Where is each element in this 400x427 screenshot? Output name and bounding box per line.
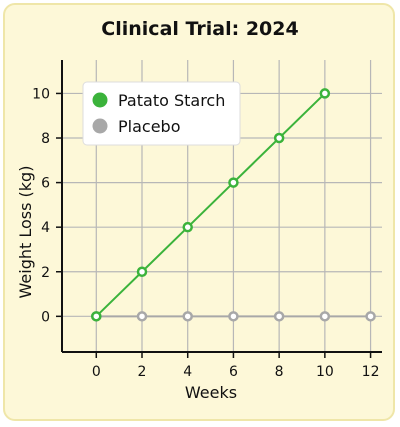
legend-marker: [92, 92, 108, 108]
x-tick-label: 4: [183, 364, 192, 380]
legend-box: [82, 81, 241, 146]
x-tick-label: 6: [229, 364, 238, 380]
data-point: [273, 132, 285, 144]
legend: Patato Starch Placebo: [82, 81, 241, 146]
series-group: [91, 88, 376, 322]
legend-label: Patato Starch: [118, 91, 225, 110]
y-tick-label: 10: [32, 86, 50, 102]
data-point: [228, 177, 239, 188]
data-point: [91, 311, 102, 322]
y-axis-label: Weight Loss (kg): [16, 166, 35, 299]
x-tick-label: 2: [138, 364, 147, 380]
data-point: [273, 311, 285, 322]
tick-labels: 0 2 4 6 8 10 12 0 2 4 6 8 10: [32, 86, 379, 380]
data-point: [365, 311, 376, 322]
y-tick-label: 0: [41, 309, 50, 325]
y-tick-label: 8: [41, 131, 50, 147]
data-point: [136, 266, 148, 278]
axes: [56, 60, 382, 358]
data-point: [182, 221, 193, 233]
x-tick-label: 8: [275, 364, 284, 380]
y-tick-label: 2: [41, 265, 50, 281]
x-tick-label: 12: [362, 364, 380, 380]
data-point: [319, 88, 331, 99]
data-point: [182, 311, 193, 322]
data-point: [136, 311, 148, 322]
x-tick-label: 10: [316, 364, 334, 380]
chart-title: Clinical Trial: 2024: [101, 18, 299, 40]
data-point: [228, 311, 239, 322]
data-point: [319, 311, 331, 322]
x-axis-label: Weeks: [185, 383, 237, 402]
legend-label: Placebo: [118, 117, 180, 136]
y-tick-label: 6: [41, 176, 50, 192]
y-tick-label: 4: [41, 220, 50, 236]
legend-marker: [92, 118, 108, 134]
series-line: [95, 92, 326, 318]
x-tick-label: 0: [92, 364, 101, 380]
